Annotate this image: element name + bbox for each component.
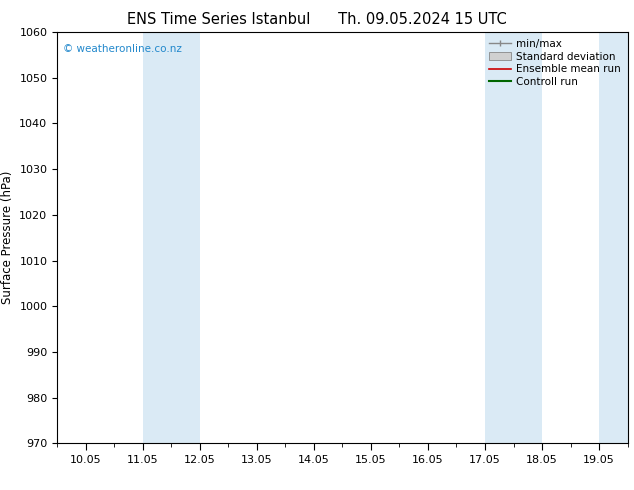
Bar [143, 32, 171, 443]
Y-axis label: Surface Pressure (hPa): Surface Pressure (hPa) [1, 171, 14, 304]
Text: © weatheronline.co.nz: © weatheronline.co.nz [63, 44, 181, 54]
Text: ENS Time Series Istanbul      Th. 09.05.2024 15 UTC: ENS Time Series Istanbul Th. 09.05.2024 … [127, 12, 507, 27]
Legend: min/max, Standard deviation, Ensemble mean run, Controll run: min/max, Standard deviation, Ensemble me… [486, 37, 623, 89]
Bar [485, 32, 514, 443]
Bar [171, 32, 200, 443]
Bar [599, 32, 628, 443]
Bar [514, 32, 542, 443]
